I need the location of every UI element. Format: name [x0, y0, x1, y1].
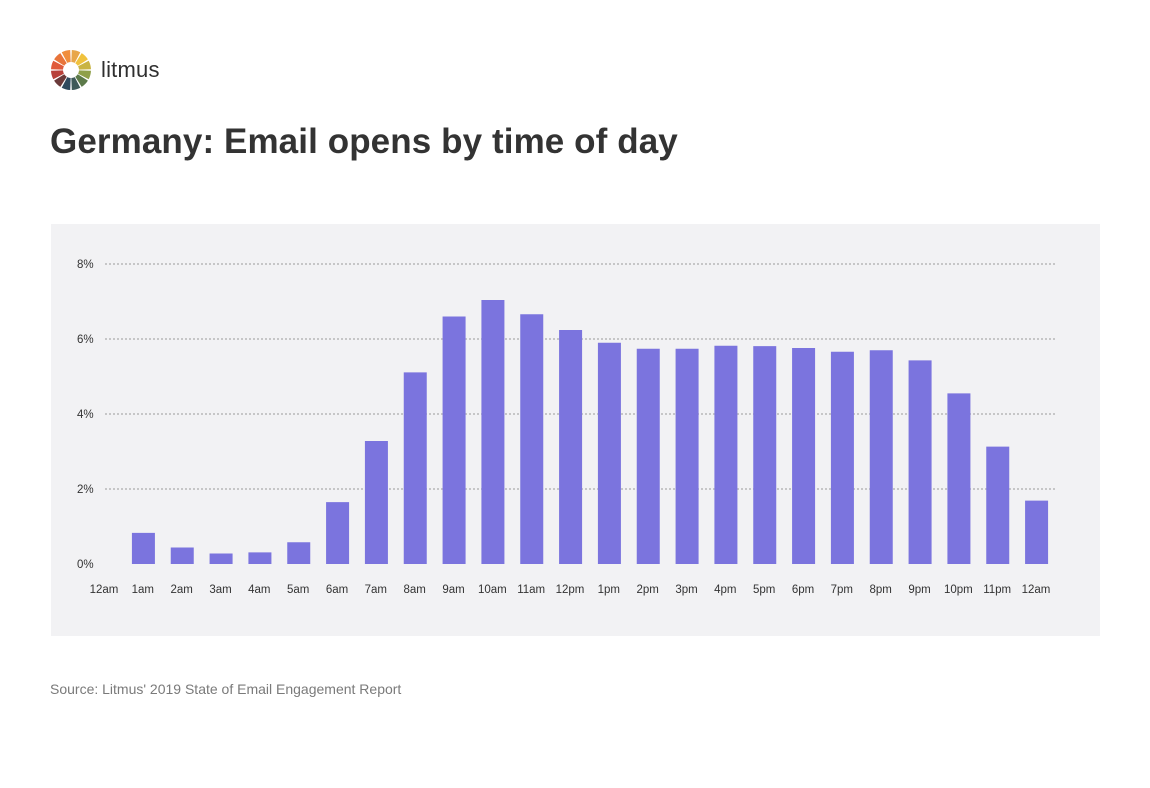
- y-tick-label: 0%: [77, 559, 94, 571]
- x-tick-label: 3am: [209, 584, 231, 596]
- x-tick-label: 12am: [1022, 584, 1051, 596]
- chart-panel: 0% 2% 4% 6% 8% 12am 1am 2am 3am 4am 5am 6am 7am 8am 9a…: [51, 224, 1100, 636]
- logo-segment: [78, 60, 91, 70]
- x-tick-label: 6pm: [792, 584, 814, 596]
- y-tick-label: 8%: [77, 259, 94, 271]
- x-tick-label: 10pm: [944, 584, 973, 596]
- source-note: Source: Litmus' 2019 State of Email Enga…: [50, 681, 402, 697]
- logo-segment: [51, 70, 64, 80]
- logo-segment: [51, 60, 64, 70]
- bar-4pm: [753, 346, 777, 564]
- bar-1pm: [636, 348, 660, 564]
- bar-5am: [326, 502, 350, 564]
- y-tick-label: 2%: [77, 484, 94, 496]
- bar-10pm: [986, 446, 1010, 564]
- bar-11pm: [1025, 500, 1049, 564]
- logo-segment: [54, 53, 67, 66]
- bar-7am: [403, 372, 427, 564]
- logo-segment: [54, 74, 67, 87]
- logo-segment: [61, 50, 71, 63]
- logo-segment: [71, 50, 81, 63]
- bar-9pm: [947, 393, 971, 564]
- bar-7pm: [869, 350, 893, 564]
- bar-10am: [520, 314, 544, 564]
- litmus-logo-icon: [51, 50, 91, 90]
- bar-6pm: [830, 351, 854, 564]
- litmus-logo: litmus: [50, 48, 160, 92]
- x-tick-label: 7pm: [831, 584, 853, 596]
- x-tick-label: 2pm: [636, 584, 658, 596]
- bar-12pm: [597, 342, 621, 564]
- x-tick-label: 8pm: [869, 584, 891, 596]
- bar-3am: [248, 552, 272, 564]
- x-tick-label: 11pm: [983, 584, 1011, 596]
- y-tick-label: 6%: [77, 334, 94, 346]
- y-tick-label: 4%: [77, 409, 94, 421]
- x-tick-label: 2am: [170, 584, 192, 596]
- logo-segment: [75, 53, 88, 66]
- x-tick-label: 3pm: [675, 584, 697, 596]
- logo-segment: [75, 74, 88, 87]
- brand-name: litmus: [101, 57, 160, 82]
- bar-2am: [209, 553, 233, 564]
- x-tick-label: 11am: [517, 584, 545, 596]
- bar-12am: [131, 532, 155, 564]
- bar-2pm: [675, 348, 699, 564]
- bar-11am: [559, 330, 583, 564]
- logo-segment: [61, 77, 71, 90]
- bar-8pm: [908, 360, 932, 564]
- x-tick-label: 10am: [478, 584, 507, 596]
- x-tick-label: 4am: [248, 584, 270, 596]
- x-tick-label: 5am: [287, 584, 309, 596]
- bar-8am: [442, 316, 466, 564]
- x-tick-label: 1pm: [598, 584, 620, 596]
- bar-1am: [170, 547, 194, 564]
- x-tick-label: 8am: [403, 584, 425, 596]
- bar-3pm: [714, 345, 738, 564]
- x-tick-label: 12pm: [556, 584, 585, 596]
- bar-9am: [481, 300, 505, 564]
- x-tick-label: 5pm: [753, 584, 775, 596]
- x-tick-label: 6am: [326, 584, 348, 596]
- bar-6am: [364, 441, 388, 564]
- x-tick-label: 9am: [442, 584, 464, 596]
- page-title: Germany: Email opens by time of day: [50, 122, 678, 161]
- x-tick-label: 4pm: [714, 584, 736, 596]
- x-tick-label: 7am: [365, 584, 387, 596]
- x-tick-label: 9pm: [908, 584, 930, 596]
- bar-5pm: [792, 348, 816, 564]
- bar-chart: 0% 2% 4% 6% 8% 12am 1am 2am 3am 4am 5am 6am 7am 8am 9a…: [77, 259, 1057, 596]
- x-tick-label: 1am: [132, 584, 154, 596]
- bar-4am: [287, 542, 311, 564]
- logo-segment: [71, 77, 81, 90]
- logo-segment: [78, 70, 91, 80]
- x-tick-label: 12am: [90, 584, 119, 596]
